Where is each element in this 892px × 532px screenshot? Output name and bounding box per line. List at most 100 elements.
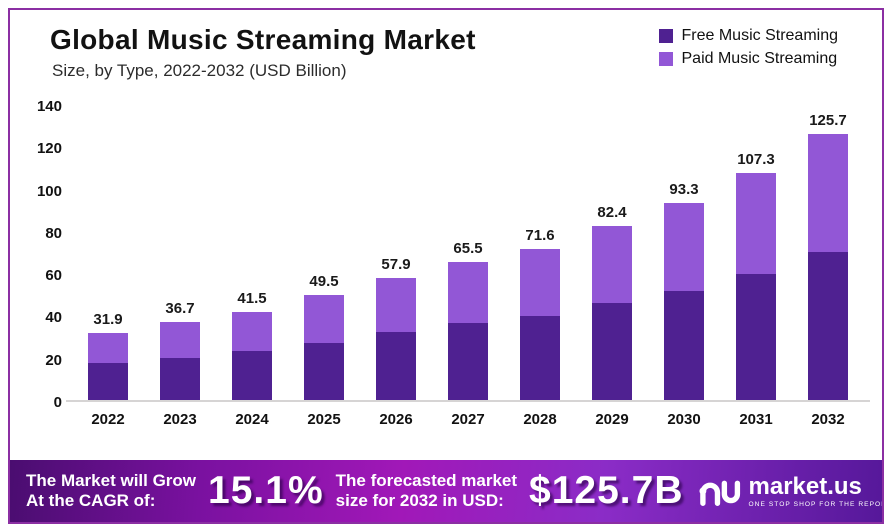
stacked-bar [664,202,704,400]
free-segment [376,332,416,400]
y-tick-label: 20 [45,351,62,369]
paid-segment [520,248,560,316]
bar-total-label: 82.4 [597,203,627,221]
paid-streaming-swatch-icon [658,52,673,66]
free-segment [808,252,848,400]
bar-group: 36.7 [144,300,216,400]
y-axis: 0 20 40 60 80 100 120 140 [22,98,66,411]
paid-segment [232,312,272,352]
x-tick-label: 2031 [739,411,773,428]
x-axis: 2022 2023 2024 2025 2026 2027 2028 2029 2030 2031… [66,411,870,428]
bar-total-label: 93.3 [669,180,699,198]
free-segment [88,363,128,400]
forecast-label-line1: The forecasted market [335,470,518,490]
forecast-label-line2: size for 2032 in USD: [335,491,504,510]
bar-group: 93.3 [648,181,720,400]
plot-column: 31.9 36.7 41.5 49.5 57.9 65.5 71.6 82.4 93.3 107.… [66,106,870,428]
paid-segment [808,134,848,253]
free-segment [232,351,272,400]
paid-segment [592,225,632,303]
stacked-bar [160,322,200,400]
bar-group: 82.4 [576,204,648,400]
stacked-bar [736,173,776,400]
bar-total-label: 107.3 [737,151,775,169]
y-tick-label: 80 [45,224,62,242]
stacked-bar [520,248,560,400]
legend-label-paid: Paid Music Streaming [681,50,838,67]
legend-label-free: Free Music Streaming [681,27,839,44]
x-tick-label: 2024 [235,411,269,428]
bar-group: 125.7 [792,112,864,400]
cagr-banner: The Market will Grow At the CAGR of: 15.… [10,460,882,522]
y-tick-label: 120 [36,140,62,158]
bar-total-label: 49.5 [309,273,339,291]
bar-total-label: 71.6 [525,226,555,244]
bar-group: 41.5 [216,290,288,400]
logo-text: market.us [748,472,862,500]
bar-group: 71.6 [504,227,576,400]
stacked-bar [376,277,416,400]
x-tick-label: 2032 [811,411,845,428]
stacked-bar [232,312,272,400]
y-tick-label: 60 [45,267,62,285]
bar-total-label: 65.5 [453,239,483,257]
marketus-logo-wordmark: market.us ONE STOP SHOP FOR THE REPORTS [748,472,884,508]
bar-total-label: 57.9 [381,255,411,273]
x-tick-label: 2028 [523,411,557,428]
legend: Free Music Streaming Paid Music Streamin… [658,22,839,73]
paid-segment [88,332,128,363]
stacked-bar [448,261,488,400]
bar-group: 31.9 [72,311,144,400]
bar-total-label: 31.9 [93,310,123,328]
x-tick-label: 2023 [163,411,197,428]
y-tick-label: 0 [53,394,62,411]
paid-segment [376,277,416,333]
bar-group: 65.5 [432,240,504,400]
x-tick-label: 2022 [91,411,125,428]
infographic-frame: Global Music Streaming Market Size, by T… [8,8,884,524]
free-segment [736,274,776,400]
free-segment [304,342,344,400]
legend-item-free: Free Music Streaming [658,27,839,45]
bar-total-label: 36.7 [165,300,195,318]
cagr-label-line1: The Market will Grow [26,470,197,490]
free-streaming-swatch-icon [658,29,673,43]
legend-item-paid: Paid Music Streaming [658,50,839,68]
bar-total-label: 41.5 [237,290,267,308]
free-segment [448,323,488,400]
bar-total-label: 125.7 [809,112,847,130]
chart-header: Global Music Streaming Market Size, by T… [50,24,476,81]
page-subtitle: Size, by Type, 2022-2032 (USD Billion) [52,61,347,80]
free-segment [160,357,200,400]
bar-group: 57.9 [360,256,432,400]
paid-segment [448,261,488,324]
paid-segment [160,322,200,358]
logo-tagline: ONE STOP SHOP FOR THE REPORTS [748,500,884,508]
stacked-bar [592,225,632,400]
stacked-bar [88,332,128,400]
x-tick-label: 2027 [451,411,485,428]
x-tick-label: 2029 [595,411,629,428]
x-tick-label: 2025 [307,411,341,428]
free-segment [592,302,632,400]
cagr-label: The Market will Grow At the CAGR of: [26,471,196,511]
forecast-value: $125.7B [529,469,684,512]
marketus-logo: market.us ONE STOP SHOP FOR THE REPORTS [696,472,884,508]
paid-segment [664,202,704,291]
x-tick-label: 2030 [667,411,701,428]
cagr-value: 15.1% [208,469,324,512]
free-segment [520,315,560,400]
forecast-label: The forecasted market size for 2032 in U… [336,471,517,511]
x-tick-label: 2026 [379,411,413,428]
plot-area: 31.9 36.7 41.5 49.5 57.9 65.5 71.6 82.4 93.3 107.… [66,106,870,402]
bar-group: 49.5 [288,273,360,400]
page-title: Global Music Streaming Market [50,24,476,55]
y-tick-label: 100 [36,182,62,200]
bar-group: 107.3 [720,151,792,400]
stacked-bar [304,295,344,400]
y-tick-label: 40 [45,309,62,327]
cagr-label-line2: At the CAGR of: [26,491,156,510]
stacked-bar-chart: 0 20 40 60 80 100 120 140 31.9 36.7 41.5 49.5 57.9 6… [22,98,870,428]
paid-segment [304,295,344,343]
paid-segment [736,173,776,274]
